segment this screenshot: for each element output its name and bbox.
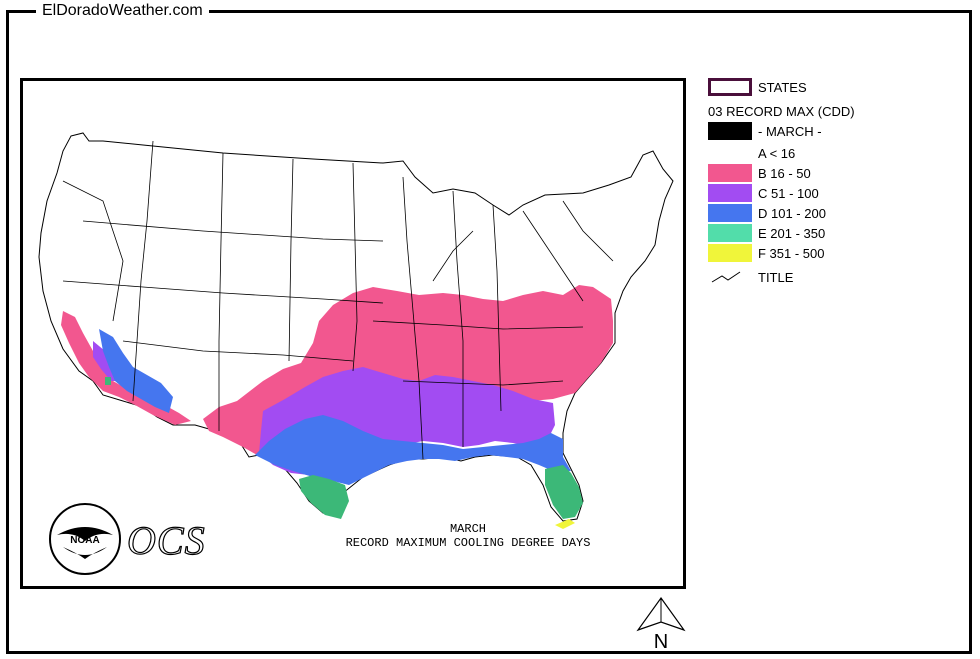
zone-f-keys xyxy=(555,519,575,529)
zone-d-region xyxy=(255,415,571,485)
ocs-logo-text: OCS xyxy=(126,517,206,563)
legend-states-label: STATES xyxy=(758,79,807,95)
noaa-logo-text: NOAA xyxy=(70,535,99,546)
class-d-swatch xyxy=(708,204,752,222)
legend-class-d: D 101 - 200 xyxy=(708,204,826,222)
legend-title: 03 RECORD MAX (CDD) xyxy=(708,103,855,119)
legend-class-f: F 351 - 500 xyxy=(708,244,825,262)
legend-class-b: B 16 - 50 xyxy=(708,164,811,182)
zone-e-florida xyxy=(545,465,583,519)
legend-states-row: STATES xyxy=(708,78,807,96)
class-c-label: C 51 - 100 xyxy=(758,185,819,201)
zone-b-west xyxy=(61,311,191,425)
map-caption: MARCH RECORD MAXIMUM COOLING DEGREE DAYS xyxy=(323,522,613,550)
class-b-swatch xyxy=(708,164,752,182)
class-a-swatch xyxy=(708,144,752,162)
site-title: ElDoradoWeather.com xyxy=(36,2,209,20)
north-arrow: N xyxy=(634,596,688,657)
zone-d-west xyxy=(99,329,173,413)
state-boundaries xyxy=(62,140,614,460)
map-panel: NOAA OCS MARCH RECORD MAXIMUM COOLING DE… xyxy=(20,78,686,589)
legend-title-line-row: TITLE xyxy=(708,268,793,286)
class-d-label: D 101 - 200 xyxy=(758,205,826,221)
class-b-label: B 16 - 50 xyxy=(758,165,811,181)
caption-title: RECORD MAXIMUM COOLING DEGREE DAYS xyxy=(345,536,591,550)
month-swatch xyxy=(708,122,752,140)
class-e-label: E 201 - 350 xyxy=(758,225,826,241)
legend-class-c: C 51 - 100 xyxy=(708,184,819,202)
title-line-icon xyxy=(711,271,741,283)
states-swatch xyxy=(708,78,752,96)
class-c-swatch xyxy=(708,184,752,202)
north-arrow-label: N xyxy=(654,631,668,652)
class-f-swatch xyxy=(708,244,752,262)
class-f-label: F 351 - 500 xyxy=(758,245,825,261)
us-map xyxy=(38,132,674,529)
zone-e-texas xyxy=(299,475,349,519)
legend-class-a: A < 16 xyxy=(708,144,795,162)
noaa-logo: NOAA xyxy=(47,501,123,582)
class-a-label: A < 16 xyxy=(758,145,796,161)
legend-month-row: - MARCH - xyxy=(708,122,822,140)
legend-month-label: - MARCH - xyxy=(758,123,822,139)
class-e-swatch xyxy=(708,224,752,242)
legend-class-e: E 201 - 350 xyxy=(708,224,825,242)
outer-frame xyxy=(6,10,972,654)
legend-title-row: 03 RECORD MAX (CDD) xyxy=(708,102,855,120)
zone-e-west xyxy=(105,377,111,385)
caption-month: MARCH xyxy=(449,522,486,536)
legend-title-line-label: TITLE xyxy=(758,269,794,285)
